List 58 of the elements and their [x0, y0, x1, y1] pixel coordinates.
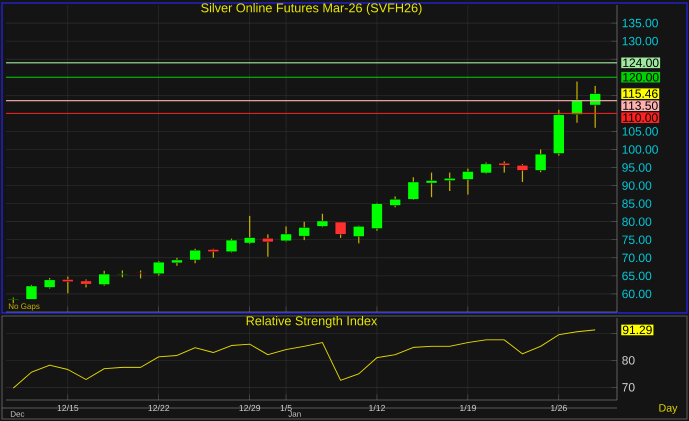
x-tick-label: 1/12: [369, 404, 385, 412]
y-tick-label: 105.00: [622, 127, 658, 136]
y-tick-label: 75.00: [622, 236, 652, 244]
x-tick-label: 1/5: [280, 404, 292, 412]
y-tick-label: 85.00: [622, 199, 652, 208]
y-tick-label: 60.00: [622, 290, 652, 298]
text: 115.46: [623, 89, 658, 98]
text: Jan: [288, 411, 301, 417]
candlestick: [498, 160, 510, 174]
candlestick: [334, 221, 346, 239]
text: 91.29: [622, 326, 652, 334]
text: Dec: [10, 411, 24, 417]
ref-line-label: 110.00: [623, 113, 658, 122]
candlestick: [316, 213, 328, 228]
candlestick: [590, 85, 601, 128]
candlestick: [244, 215, 256, 245]
candlestick: [408, 176, 419, 201]
chart-title: Relative Strength Index: [246, 316, 378, 328]
x-tick-label: 1/26: [551, 404, 567, 412]
ref-line-label: 124.00: [623, 58, 659, 68]
line-series: [12, 329, 596, 389]
ref-line-label: 120.00: [623, 72, 659, 82]
candlestick: [8, 296, 19, 304]
candlestick: [262, 234, 274, 258]
y-tick-label: 135.00: [622, 18, 658, 28]
annotation: No Gaps: [8, 303, 40, 311]
candlestick: [44, 277, 56, 290]
candlestick: [226, 238, 238, 253]
candlestick: [298, 221, 310, 241]
candlestick: [280, 226, 292, 242]
y-tick-label: 95.00: [622, 163, 652, 172]
candlestick: [153, 260, 164, 276]
x-tick-label: 12/15: [58, 404, 78, 412]
candlestick: [26, 284, 38, 300]
y-tick-label: 130.00: [622, 36, 658, 46]
x-tick-label: 12/22: [148, 404, 170, 412]
candlestick: [426, 172, 438, 198]
candlestick: [534, 148, 546, 173]
y-tick-label: 80: [622, 356, 635, 365]
y-tick-label: 70: [622, 383, 635, 392]
candlestick: [98, 270, 110, 286]
text: Day: [659, 404, 678, 414]
candlestick: [62, 276, 74, 294]
candlestick: [353, 225, 364, 244]
candlestick: [462, 168, 474, 196]
chart-title: Silver Online Futures Mar-26 (SVFH26): [201, 3, 422, 15]
candlestick: [516, 164, 528, 183]
ref-line-label: 113.50: [623, 101, 658, 110]
candlestick: [189, 248, 201, 264]
y-tick-label: 100.00: [622, 145, 658, 154]
y-tick-label: 80.00: [622, 217, 652, 226]
y-tick-label: 65.00: [622, 272, 652, 280]
candlestick: [444, 172, 456, 192]
x-tick-label: 12/29: [240, 404, 260, 412]
x-tick-label: 1/19: [460, 404, 476, 412]
y-tick-label: 70.00: [622, 254, 652, 262]
candlestick: [390, 196, 401, 208]
y-tick-label: 90.00: [622, 181, 652, 190]
